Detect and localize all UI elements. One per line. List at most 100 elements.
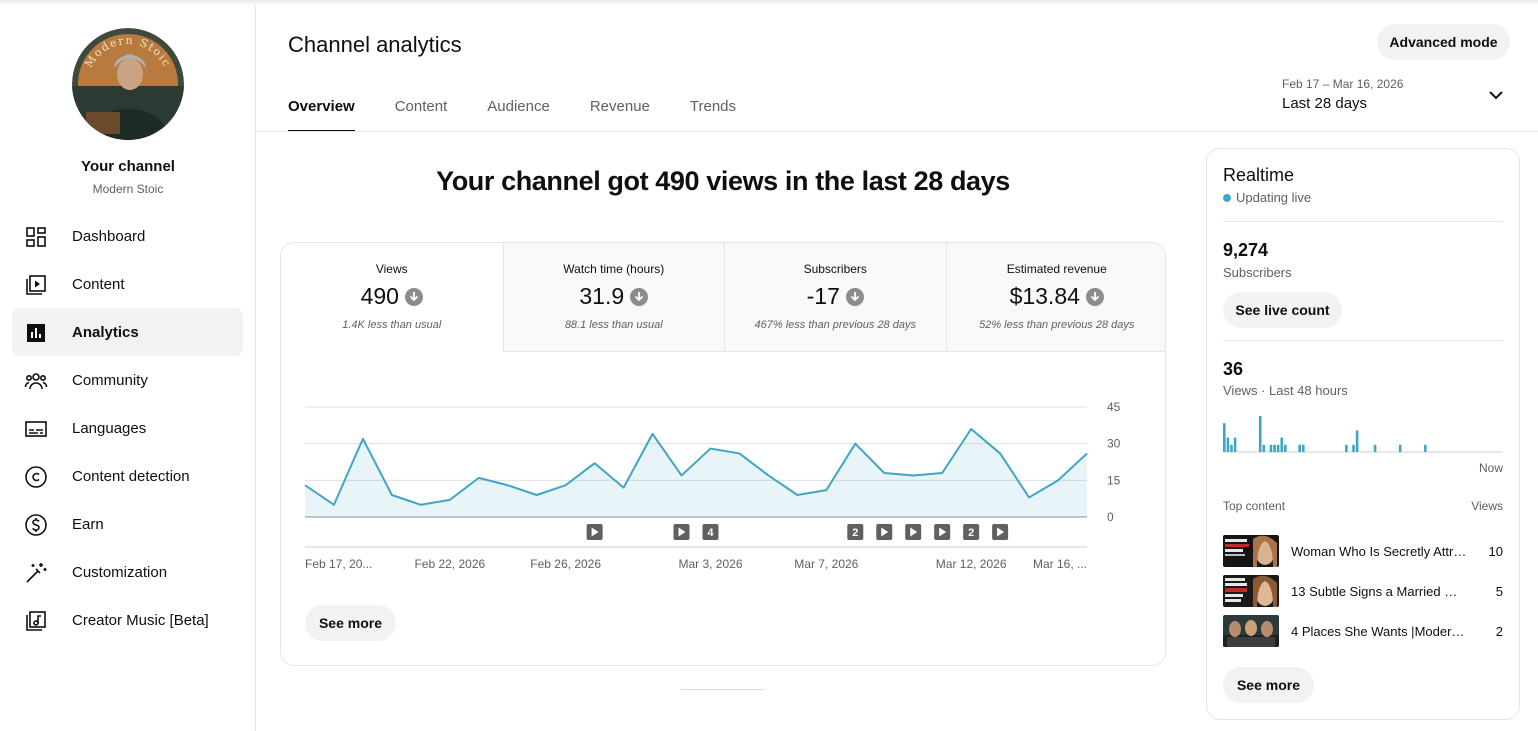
hourly-views-bar (1280, 437, 1284, 452)
tab-trends[interactable]: Trends (689, 98, 737, 115)
metric-label: Subscribers (803, 262, 867, 276)
sidebar-item-content-detection[interactable]: Content detection (12, 452, 243, 500)
arrow-down-icon (630, 287, 649, 306)
data-point (708, 447, 712, 451)
metric-subscribers[interactable]: Subscribers -17 467% less than previous … (724, 243, 946, 352)
play-icon (997, 527, 1005, 537)
sidebar-item-label: Content detection (72, 468, 190, 485)
video-thumbnail (1223, 615, 1279, 647)
realtime-card: Realtime Updating live 9,274 Subscribers… (1206, 148, 1520, 720)
hourly-views-bar (1273, 444, 1276, 452)
hourly-views-bar (1262, 444, 1266, 452)
data-point (1056, 478, 1060, 482)
tab-revenue[interactable]: Revenue (589, 98, 650, 115)
views-area (305, 429, 1087, 517)
hourly-views-bar (1223, 423, 1226, 452)
arrow-down-icon (404, 287, 423, 306)
video-marker-count: 2 (968, 527, 974, 539)
play-icon (910, 527, 918, 537)
overview-headline: Your channel got 490 views in the last 2… (436, 166, 1010, 196)
hourly-views-bar (1258, 416, 1262, 452)
data-point (477, 476, 481, 480)
hourly-views-bar (1226, 437, 1230, 452)
hourly-views-bar (1233, 437, 1237, 452)
realtime-views-label: Views · Last 48 hours (1223, 383, 1348, 398)
video-marker (702, 524, 719, 540)
metric-watch-time[interactable]: Watch time (hours) 31.9 88.1 less than u… (502, 243, 724, 352)
data-point (737, 451, 741, 455)
channel-avatar[interactable]: Modern Stoic (72, 28, 184, 140)
sidebar-item-label: Languages (72, 420, 147, 437)
tab-audience[interactable]: Audience (487, 98, 550, 115)
data-point (506, 483, 510, 487)
top-content-views-label: Views (1471, 499, 1503, 513)
advanced-mode-button[interactable]: Advanced mode (1377, 24, 1510, 60)
data-point (940, 471, 944, 475)
data-point (853, 442, 857, 446)
metric-views[interactable]: Views 490 1.4K less than usual (281, 243, 503, 352)
top-content-row[interactable]: 13 Subtle Signs a Married Woman Is In Lo… (1223, 575, 1503, 607)
top-content-row[interactable]: Woman Who Is Secretly Attracted to You 1… (1223, 535, 1503, 567)
realtime-subscribers-label: Subscribers (1223, 265, 1292, 280)
sidebar-item-content[interactable]: Content (12, 260, 243, 308)
see-more-button[interactable]: See more (305, 605, 396, 641)
data-point (766, 473, 770, 477)
x-tick-label: Feb 26, 2026 (530, 557, 601, 571)
realtime-status-text: Updating live (1236, 190, 1312, 205)
hourly-views-bar (1284, 444, 1287, 452)
x-tick-label: Feb 17, 20... (305, 557, 372, 571)
metric-value: $13.84 (1009, 283, 1080, 309)
metric-note: 52% less than previous 28 days (979, 319, 1135, 331)
analytics-tabs: Overview Content Audience Revenue Trends (288, 84, 776, 132)
metric-value-row: 490 (281, 283, 503, 310)
metric-note: 467% less than previous 28 days (754, 319, 916, 331)
x-tick-label: Mar 12, 2026 (936, 557, 1007, 571)
live-dot-icon (1223, 193, 1231, 202)
video-marker (847, 524, 864, 540)
hourly-views-bar (1276, 444, 1280, 452)
sidebar-item-creator-music[interactable]: Creator Music [Beta] (12, 596, 243, 644)
y-tick-label: 30 (1107, 437, 1121, 451)
page-title: Channel analytics (288, 32, 462, 57)
sidebar-item-customization[interactable]: Customization (12, 548, 243, 596)
hourly-views-bar (1352, 444, 1355, 452)
sidebar-item-dashboard[interactable]: Dashboard (12, 212, 243, 260)
sidebar-nav: Dashboard Content Analytics Community La… (12, 212, 243, 644)
divider (1223, 221, 1503, 222)
tab-overview[interactable]: Overview (288, 84, 355, 132)
top-content-title: 4 Places She Wants |Modern Stoic (1291, 624, 1467, 639)
sidebar-item-label: Creator Music [Beta] (72, 612, 209, 629)
hourly-views-bar (1398, 444, 1402, 452)
sidebar-item-earn[interactable]: Earn (12, 500, 243, 548)
data-point (680, 473, 684, 477)
x-tick-label: Mar 3, 2026 (678, 557, 742, 571)
hourly-views-bar (1373, 444, 1377, 452)
top-content-title: 13 Subtle Signs a Married Woman Is In Lo… (1291, 584, 1467, 599)
metric-note: 88.1 less than usual (564, 319, 663, 331)
overview-card: Views 490 1.4K less than usual Watch tim… (280, 242, 1166, 666)
top-content-row[interactable]: 4 Places She Wants |Modern Stoic 2 (1223, 615, 1503, 647)
views-chart[interactable]: 45 30 15 0 4 2 2 Feb 17, 20... Feb 22, 2026 Feb 2… (281, 352, 1165, 592)
metric-label: Watch time (hours) (563, 262, 665, 276)
data-point (448, 498, 452, 502)
realtime-see-more-button[interactable]: See more (1223, 667, 1314, 703)
data-point (882, 471, 886, 475)
date-period-select[interactable]: Last 28 days (1282, 95, 1368, 112)
page-indicator (681, 689, 765, 690)
sidebar-item-community[interactable]: Community (12, 356, 243, 404)
tab-content[interactable]: Content (394, 98, 448, 115)
top-content-label: Top content (1223, 499, 1286, 513)
data-point (1027, 495, 1031, 499)
see-live-count-button[interactable]: See live count (1223, 292, 1342, 328)
data-point (1085, 451, 1089, 455)
chevron-down-icon[interactable] (1486, 88, 1506, 104)
realtime-views-chart[interactable] (1223, 413, 1503, 453)
sidebar-item-languages[interactable]: Languages (12, 404, 243, 452)
date-range-text[interactable]: Feb 17 – Mar 16, 2026 (1282, 77, 1404, 91)
video-marker-count: 2 (852, 527, 858, 539)
sidebar-item-analytics[interactable]: Analytics (12, 308, 243, 356)
play-icon (881, 527, 889, 537)
metric-tabs: Views 490 1.4K less than usual Watch tim… (281, 243, 1165, 352)
metric-revenue[interactable]: Estimated revenue $13.84 52% less than p… (945, 243, 1165, 352)
hourly-views-bar (1345, 444, 1348, 452)
